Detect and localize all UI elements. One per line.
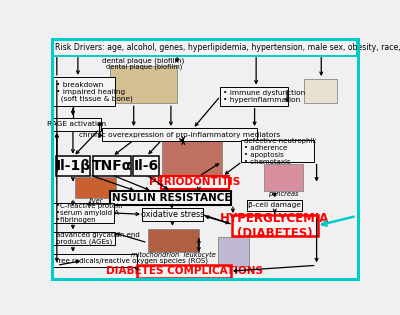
FancyBboxPatch shape [264, 164, 303, 191]
FancyBboxPatch shape [241, 140, 314, 162]
Text: Il-1β: Il-1β [56, 159, 91, 173]
Text: chronic overexpression of pro-inflammatory mediators: chronic overexpression of pro-inflammato… [79, 132, 280, 138]
Text: Risk Drivers: age, alcohol, genes, hyperlipidemia, hypertension, male sex, obesi: Risk Drivers: age, alcohol, genes, hyper… [55, 43, 400, 52]
Text: INSULIN RESISTANCE: INSULIN RESISTANCE [108, 193, 232, 203]
FancyBboxPatch shape [304, 79, 337, 103]
FancyBboxPatch shape [110, 191, 231, 205]
Text: RAGE activation: RAGE activation [47, 121, 106, 127]
FancyBboxPatch shape [138, 265, 231, 278]
FancyBboxPatch shape [218, 237, 249, 266]
FancyBboxPatch shape [110, 66, 177, 103]
Text: HYPERGLYCEMIA
(DIABETES): HYPERGLYCEMIA (DIABETES) [220, 212, 330, 240]
Text: liver: liver [88, 198, 103, 204]
Text: • breakdown
• impaired healing
  (soft tissue & bone): • breakdown • impaired healing (soft tis… [56, 82, 133, 102]
FancyBboxPatch shape [248, 200, 302, 211]
FancyBboxPatch shape [133, 156, 158, 175]
FancyBboxPatch shape [142, 208, 203, 221]
Text: PERIODONTITIS: PERIODONTITIS [149, 177, 240, 187]
Text: oxidative stress: oxidative stress [141, 210, 204, 219]
Text: β-cell damage: β-cell damage [248, 203, 301, 209]
Text: dental plaque (biofilm): dental plaque (biofilm) [106, 63, 182, 70]
Text: free radicals/reactive oxygen species (ROS): free radicals/reactive oxygen species (R… [56, 257, 208, 264]
Text: dental plaque (biofilm): dental plaque (biofilm) [102, 57, 185, 64]
Text: Il-6: Il-6 [133, 159, 158, 173]
FancyBboxPatch shape [148, 229, 199, 252]
FancyBboxPatch shape [76, 177, 116, 198]
Text: mitochondrion  leukocyte: mitochondrion leukocyte [131, 252, 216, 258]
Text: • immune dysfunction
• hyperinflammation: • immune dysfunction • hyperinflammation [223, 90, 305, 103]
FancyBboxPatch shape [53, 117, 100, 131]
FancyBboxPatch shape [53, 254, 137, 267]
Text: TNFα: TNFα [92, 159, 132, 173]
Text: DIABETES COMPLICATIONS: DIABETES COMPLICATIONS [106, 266, 262, 276]
Text: defective neutrophil:
• adherence
• apoptosis
• chemotaxis: defective neutrophil: • adherence • apop… [244, 138, 317, 165]
FancyBboxPatch shape [102, 128, 257, 141]
FancyBboxPatch shape [161, 176, 229, 189]
Text: pancreas: pancreas [268, 191, 298, 197]
FancyBboxPatch shape [56, 156, 90, 175]
FancyBboxPatch shape [53, 232, 115, 245]
FancyBboxPatch shape [53, 77, 115, 106]
FancyBboxPatch shape [220, 87, 288, 106]
FancyBboxPatch shape [53, 203, 114, 223]
FancyBboxPatch shape [162, 141, 222, 177]
FancyBboxPatch shape [232, 215, 318, 236]
Text: advanced glycation end
products (AGEs): advanced glycation end products (AGEs) [56, 232, 140, 245]
Text: •C-reactive protein
•serum amyloid A
•fibrinogen: •C-reactive protein •serum amyloid A •fi… [56, 203, 122, 223]
FancyBboxPatch shape [93, 156, 131, 175]
FancyBboxPatch shape [52, 40, 357, 55]
